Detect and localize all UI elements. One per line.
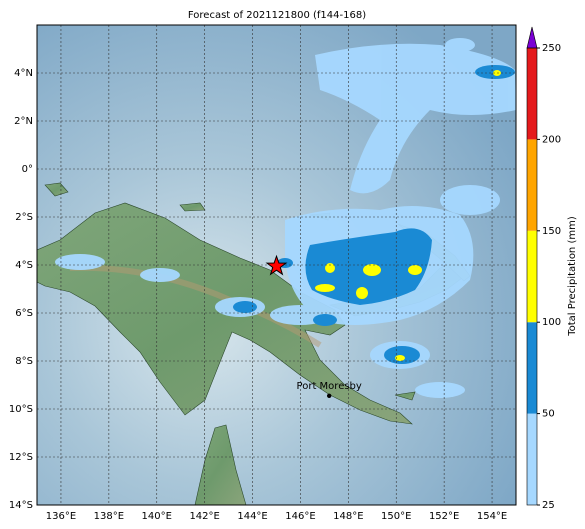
x-tick-label: 140°E — [142, 511, 172, 522]
map-frame — [36, 24, 517, 506]
y-tick-label: 12°S — [9, 452, 33, 463]
city-point — [326, 393, 332, 398]
x-tick-label: 136°E — [46, 511, 76, 522]
y-tick-label: 2°N — [14, 116, 33, 127]
y-tick-label: 10°S — [9, 404, 33, 415]
y-tick-label: 4°S — [15, 260, 33, 271]
y-tick-label: 0° — [22, 164, 33, 175]
y-tick-label: 2°S — [15, 212, 33, 223]
x-tick-label: 150°E — [381, 511, 411, 522]
y-tick-label: 6°S — [15, 308, 33, 319]
star-marker — [265, 254, 288, 276]
overlay: 136°E 138°E 140°E 142°E 144°E 146°E 148°E 150°E… — [9, 68, 507, 522]
colorbar-extend — [526, 26, 538, 49]
x-tick-label: 146°E — [285, 511, 315, 522]
x-tick-label: 152°E — [429, 511, 459, 522]
x-tick-label: 144°E — [237, 511, 267, 522]
city-label: Port Moresby — [297, 381, 362, 392]
colorbar-segment — [527, 230, 537, 323]
map-area — [37, 25, 516, 505]
colorbar-frame — [526, 47, 538, 506]
colorbar-tick-label: 150 — [542, 226, 561, 237]
gridlines — [37, 25, 516, 505]
colorbar-segment — [527, 139, 537, 231]
y-tick-label: 8°S — [15, 356, 33, 367]
precip-high — [315, 70, 501, 361]
x-tick-label: 142°E — [189, 511, 219, 522]
colorbar-tick-label: 25 — [542, 500, 555, 511]
colorbar-segment — [527, 322, 537, 414]
colorbar-tick-label: 100 — [542, 317, 561, 328]
colorbar: 25 50 100 150 200 250 — [526, 26, 561, 511]
colorbar-segment — [527, 413, 537, 505]
colorbar-tick-label: 50 — [542, 409, 555, 420]
colorbar-tick-label: 200 — [542, 134, 561, 145]
x-tick-label: 154°E — [477, 511, 507, 522]
x-tick-label: 148°E — [333, 511, 363, 522]
title: Forecast of 2021121800 (f144-168) — [188, 10, 366, 21]
colorbar-segment — [527, 48, 537, 140]
y-tick-label: 14°S — [9, 500, 33, 511]
x-tick-label: 138°E — [94, 511, 124, 522]
y-tick-label: 4°N — [14, 68, 33, 79]
colorbar-label: Total Precipitation (mm) — [567, 216, 578, 337]
colorbar-tick-label: 250 — [542, 43, 561, 54]
